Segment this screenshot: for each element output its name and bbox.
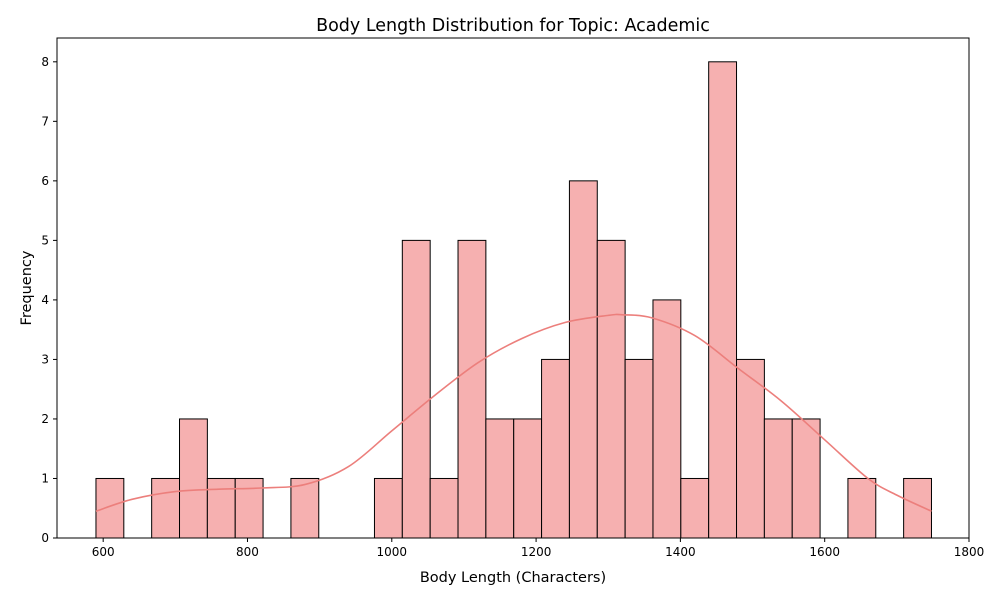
bars-layer — [95, 61, 932, 539]
x-tick-label: 800 — [236, 545, 259, 559]
histogram-bar — [624, 358, 654, 539]
y-tick-label: 2 — [41, 412, 49, 426]
y-tick-label: 6 — [41, 174, 49, 188]
histogram-bar — [179, 418, 208, 539]
histogram-bar — [373, 477, 403, 539]
y-tick-label: 8 — [41, 55, 49, 69]
histogram-bar — [206, 477, 236, 539]
histogram-bar — [151, 477, 181, 539]
histogram-bar — [513, 418, 543, 539]
histogram-bar — [680, 477, 710, 539]
histogram-bar — [290, 477, 320, 539]
histogram-bar — [903, 477, 932, 539]
x-tick-label: 1800 — [954, 545, 985, 559]
y-tick-label: 4 — [41, 293, 49, 307]
histogram-bar — [457, 239, 487, 539]
histogram-bar — [401, 239, 431, 539]
histogram-bar — [708, 61, 738, 539]
chart-title: Body Length Distribution for Topic: Acad… — [316, 16, 710, 36]
x-axis-title: Body Length (Characters) — [420, 570, 606, 586]
histogram-bar — [596, 239, 626, 539]
x-axis-ticks: 600 800 1000 1200 1400 1600 1800 — [92, 538, 985, 559]
histogram-bar — [95, 477, 125, 539]
histogram-bar — [763, 418, 793, 539]
x-tick-label: 1000 — [377, 545, 408, 559]
x-tick-label: 1400 — [665, 545, 696, 559]
x-tick-label: 1200 — [521, 545, 552, 559]
plot-border — [56, 37, 970, 539]
x-tick-label: 1600 — [809, 545, 840, 559]
histogram-bar — [652, 299, 682, 539]
y-axis-title: Frequency — [19, 250, 35, 325]
histogram-bar — [485, 418, 515, 539]
y-tick-label: 0 — [41, 531, 49, 545]
y-tick-label: 7 — [41, 114, 49, 128]
histogram-bar — [568, 180, 598, 539]
y-tick-label: 1 — [41, 471, 49, 485]
histogram-bar — [429, 477, 459, 539]
kde-curve — [95, 313, 932, 512]
histogram-bar — [736, 358, 765, 539]
y-tick-label: 5 — [41, 233, 49, 247]
histogram-bar — [541, 358, 570, 539]
y-axis-ticks: 0 1 2 3 4 5 6 7 8 — [41, 55, 57, 545]
histogram-bar — [847, 477, 877, 539]
histogram-bar — [791, 418, 821, 539]
y-tick-label: 3 — [41, 352, 49, 366]
x-tick-label: 600 — [92, 545, 115, 559]
